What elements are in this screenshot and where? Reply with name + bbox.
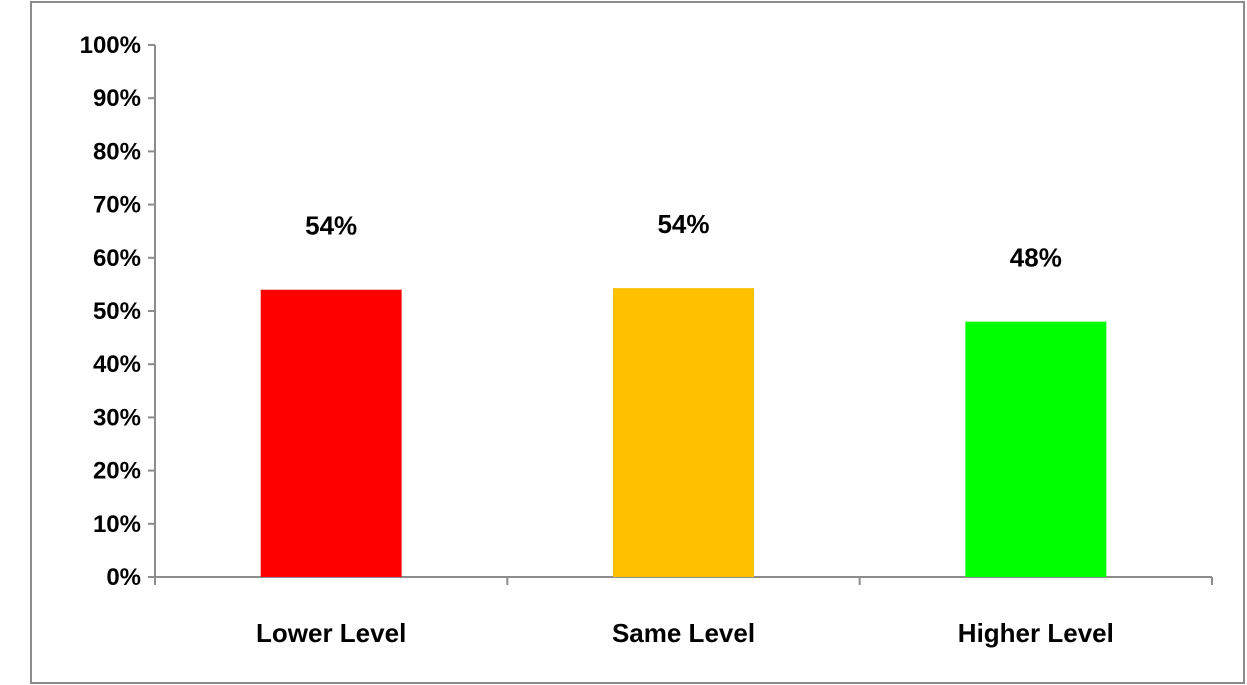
y-tick-label: 20%: [93, 458, 141, 485]
y-axis: 0% 10% 20% 30% 40% 50% 60% 70% 80% 90% 100%: [80, 32, 156, 591]
category-label: Higher Level: [958, 618, 1114, 648]
y-tick-label: 100%: [80, 32, 141, 59]
y-tick-label: 50%: [93, 298, 141, 325]
data-label: 54%: [657, 209, 709, 239]
category-label: Same Level: [612, 618, 755, 648]
y-tick-label: 30%: [93, 404, 141, 431]
y-tick-label: 70%: [93, 192, 141, 219]
chart-border: [30, 1, 1245, 684]
y-tick-label: 10%: [93, 511, 141, 538]
data-label: 48%: [1010, 243, 1062, 273]
bar-same-level: [613, 288, 754, 577]
y-tick-label: 0%: [106, 564, 141, 591]
y-tick-label: 80%: [93, 138, 141, 165]
category-label: Lower Level: [256, 618, 406, 648]
bar-higher-level: [965, 321, 1107, 577]
data-label: 54%: [305, 211, 357, 241]
x-axis: Lower Level Same Level Higher Level: [154, 576, 1213, 648]
y-tick-label: 90%: [93, 85, 141, 112]
y-tick-label: 40%: [93, 351, 141, 378]
bars: [260, 288, 1107, 577]
y-tick-label: 60%: [93, 245, 141, 272]
data-labels: 54% 54% 48%: [305, 209, 1062, 273]
bar-lower-level: [260, 289, 402, 577]
